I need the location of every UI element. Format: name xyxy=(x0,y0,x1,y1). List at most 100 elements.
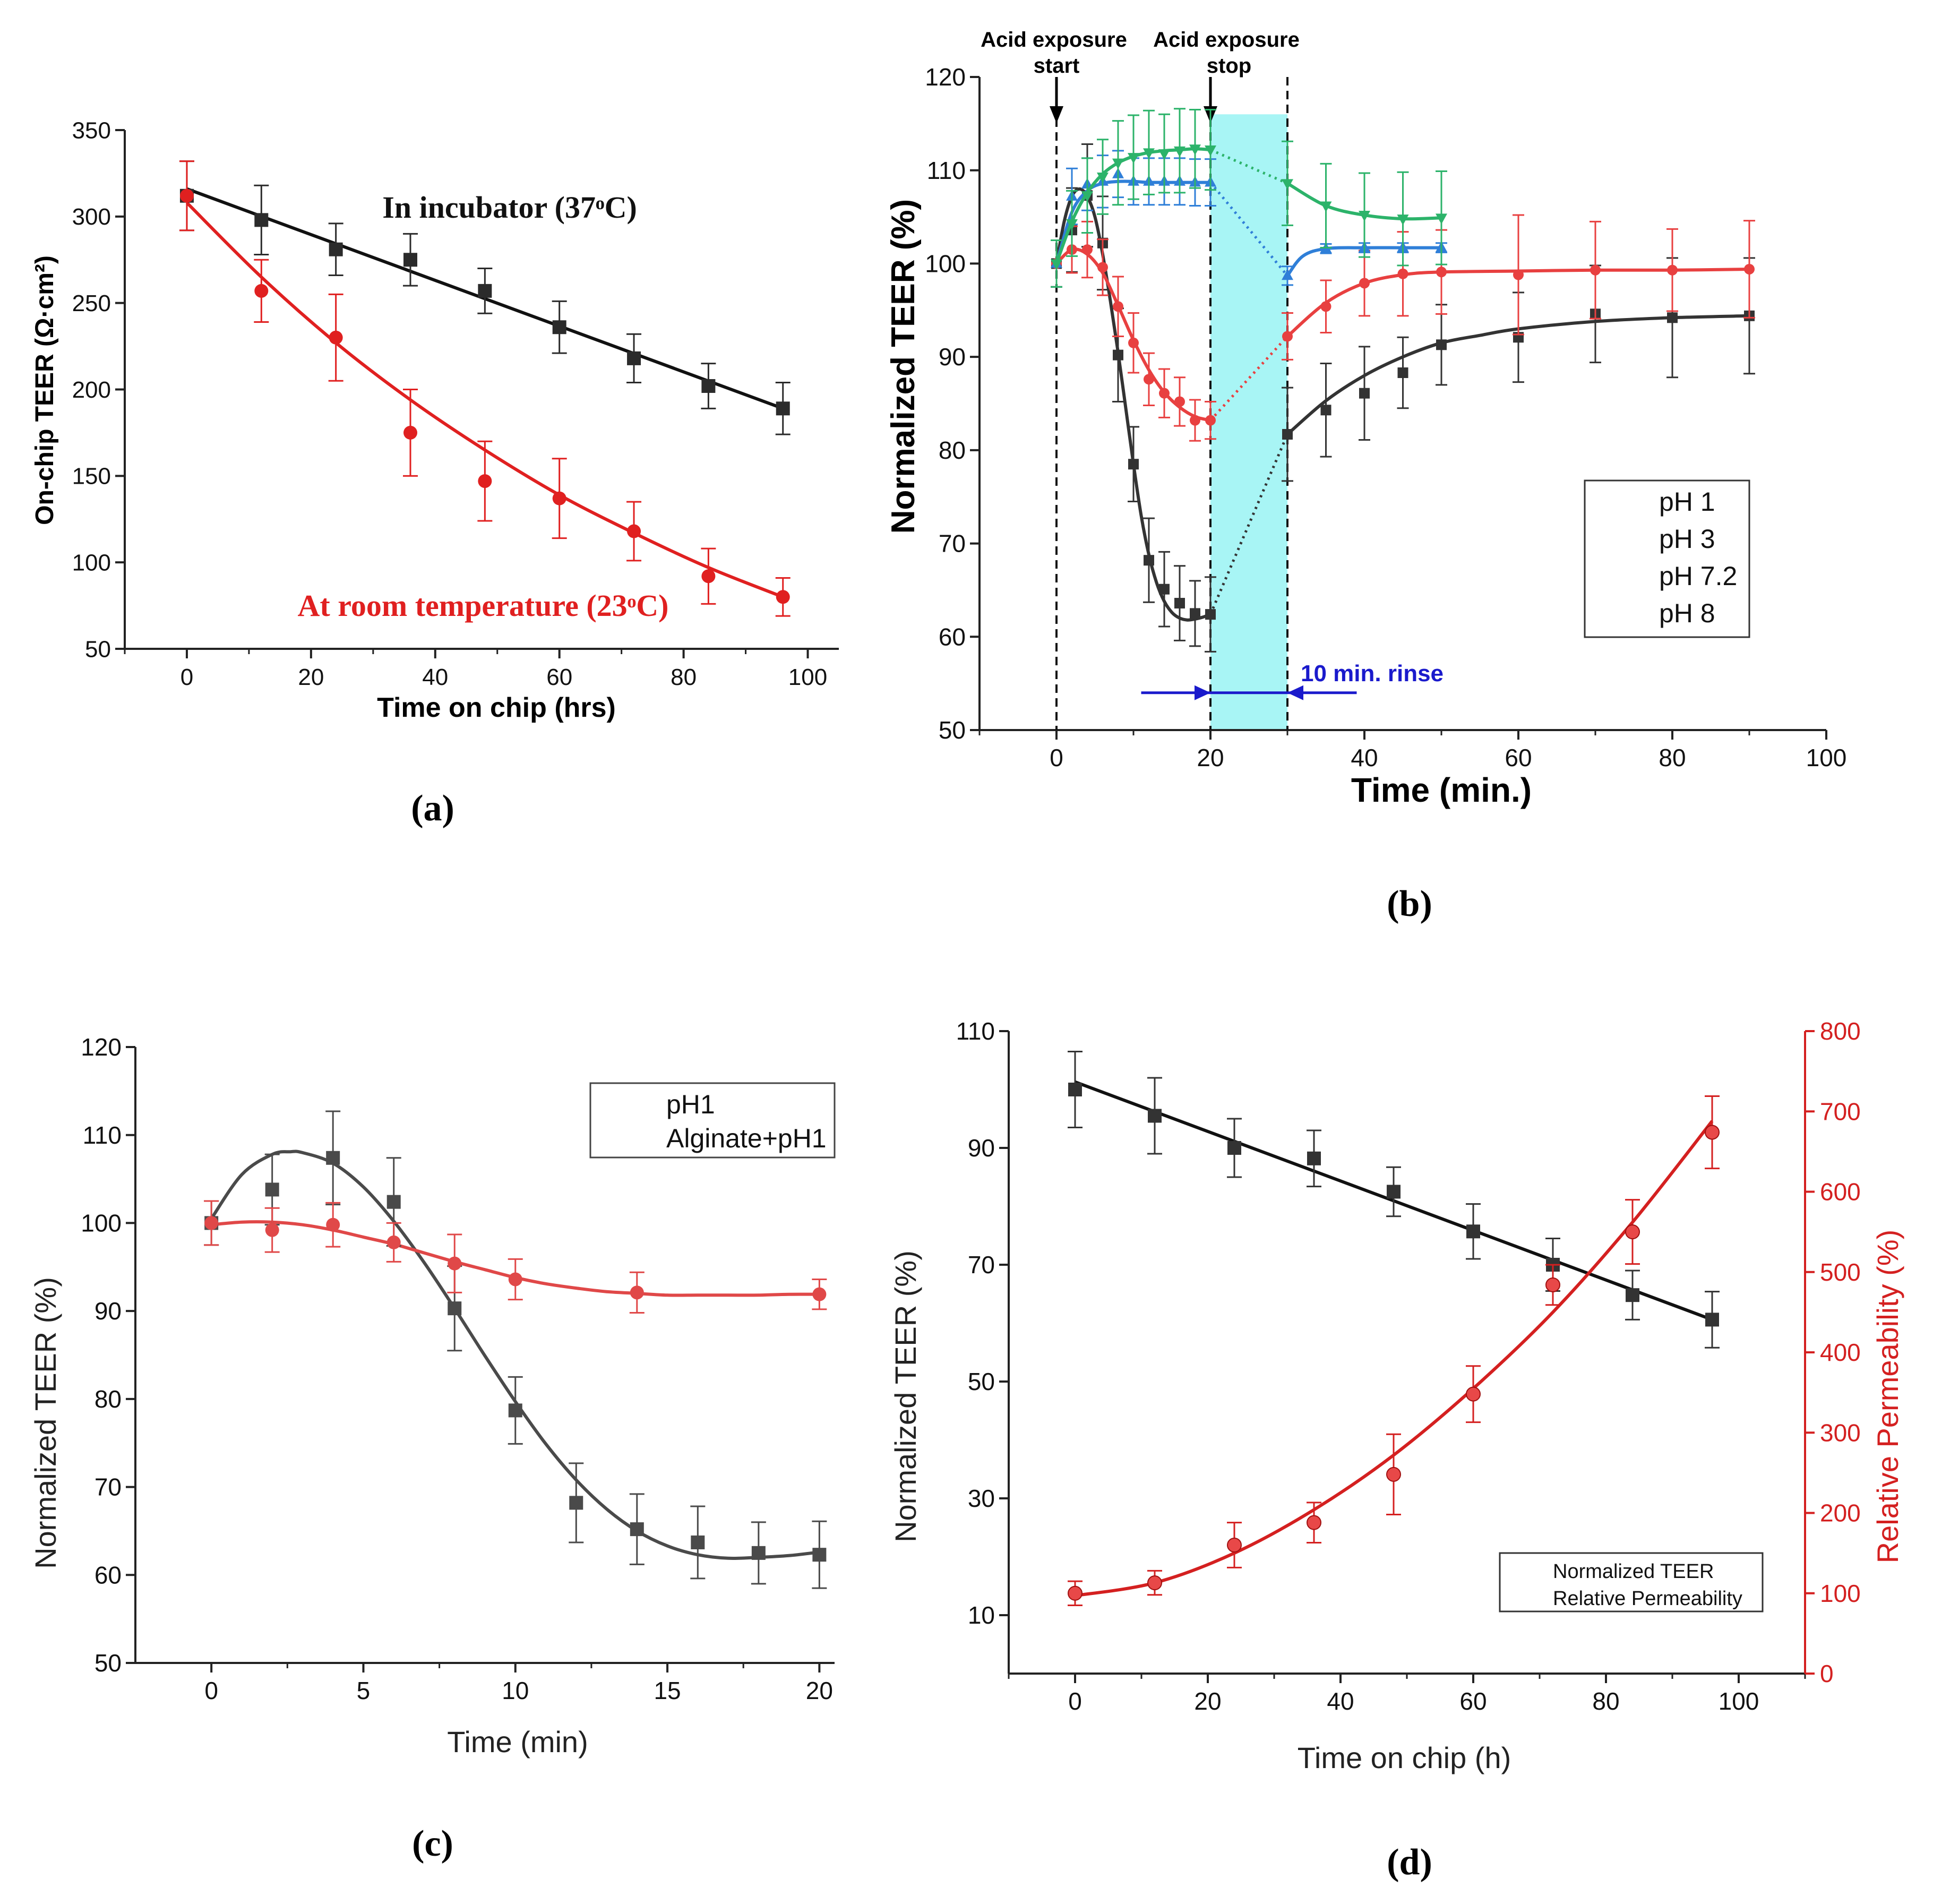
panel-a-x-tick-label: 100 xyxy=(788,664,827,690)
panel-d-point-teer-8 xyxy=(1705,1313,1719,1327)
panel-d-legend-label-permeability: Relative Permeability xyxy=(1553,1588,1742,1610)
panel-b-y-tick-label: 50 xyxy=(939,716,966,744)
panel-b-point-ph1-4 xyxy=(1113,349,1123,361)
panel-d-y-tick-label-right: 600 xyxy=(1820,1178,1861,1206)
panel-b-rinse-arrow-head-left xyxy=(1287,685,1303,700)
panel-b-y-axis-label: Normalized TEER (%) xyxy=(885,199,922,534)
panel-d-y-tick-label-left: 50 xyxy=(968,1368,995,1395)
panel-d-fit-curve-permeability xyxy=(1075,1120,1714,1598)
panel-a-point-room-temperature-4 xyxy=(478,474,492,488)
panel-b-point-ph8-0 xyxy=(1051,259,1062,270)
panel-d-x-tick-label: 20 xyxy=(1194,1687,1221,1715)
panel-c-y-tick-label: 100 xyxy=(81,1210,122,1237)
panel-b-point-ph3-16 xyxy=(1513,269,1524,280)
panel-a-point-incubator-2 xyxy=(329,242,343,256)
panel-a-point-room-temperature-5 xyxy=(552,491,566,505)
panel-b-point-ph8-14 xyxy=(1397,215,1409,226)
panel-d-point-teer-7 xyxy=(1626,1288,1639,1302)
panel-c-point-ph1-9 xyxy=(751,1546,766,1560)
panel-b-legend-label-ph3: pH 3 xyxy=(1659,524,1715,554)
panel-b-legend-label-ph1: pH 1 xyxy=(1659,487,1715,517)
panel-c-point-ph1-5 xyxy=(508,1403,522,1418)
panel-a-point-room-temperature-6 xyxy=(627,524,641,538)
panel-c-point-ph1-6 xyxy=(569,1496,583,1510)
panel-b-point-ph1-6 xyxy=(1144,555,1154,566)
panel-a-fit-curve-room-temperature xyxy=(185,201,784,599)
panel-d-x-tick-label: 0 xyxy=(1068,1687,1082,1715)
panel-a-x-tick-label: 40 xyxy=(422,664,448,690)
panel-a-annotation-incubator: In incubator (37ᵒC) xyxy=(382,190,637,225)
panel-c-y-tick-label: 60 xyxy=(94,1561,122,1589)
panel-c-y-axis-label: Normalized TEER (%) xyxy=(29,1277,62,1569)
panel-c-point-alginate-0 xyxy=(204,1216,219,1230)
panel-b-point-ph1-12 xyxy=(1320,405,1331,416)
panel-b-stop-label-line2: stop xyxy=(1207,54,1251,78)
panel-b-point-ph8-1 xyxy=(1066,219,1078,230)
panel-a-y-tick-label: 350 xyxy=(72,117,111,143)
panel-b-point-ph3-13 xyxy=(1359,278,1370,289)
panel-b-start-label-line1: Acid exposure xyxy=(981,28,1127,52)
panel-c-point-ph1-4 xyxy=(448,1301,462,1316)
panel-b-point-ph8-7 xyxy=(1158,149,1170,160)
panel-b-point-ph1-15 xyxy=(1436,339,1447,350)
panel-b-point-ph1-18 xyxy=(1667,312,1678,323)
panel-d-y-tick-label-left: 70 xyxy=(968,1251,995,1279)
panel-b-point-ph8-4 xyxy=(1112,158,1124,169)
panel-d-point-permeability-8 xyxy=(1705,1125,1720,1140)
panel-b-point-ph8-9 xyxy=(1189,144,1201,156)
panel-b-x-tick-label: 20 xyxy=(1197,744,1224,771)
panel-b-point-ph3-19 xyxy=(1744,263,1755,275)
panel-a: 0 20 40 60 80 100 50 100 150 200 250 300 350 In incu… xyxy=(31,117,839,829)
panel-b-y-tick-label: 60 xyxy=(939,623,966,650)
panel-b-y-tick-label: 110 xyxy=(927,157,966,184)
panel-b-y-tick-label: 90 xyxy=(939,343,966,371)
panel-d-legend-label-teer: Normalized TEER xyxy=(1553,1560,1714,1583)
panel-d-y-tick-label-left: 90 xyxy=(968,1134,995,1162)
panel-d-x-tick-label: 100 xyxy=(1719,1687,1759,1715)
panel-c-x-tick-label: 10 xyxy=(502,1677,529,1704)
panel-d-point-permeability-0 xyxy=(1068,1585,1083,1601)
panel-a-y-tick-label: 200 xyxy=(72,377,111,403)
panel-a-point-incubator-8 xyxy=(776,401,790,416)
panel-b-point-ph3-18 xyxy=(1667,264,1678,276)
panel-c-point-alginate-7 xyxy=(812,1287,827,1301)
panel-d-point-permeability-1 xyxy=(1147,1575,1162,1591)
panel-c-point-alginate-4 xyxy=(448,1256,462,1271)
panel-c-legend-box xyxy=(589,1082,836,1159)
panel-a-point-room-temperature-7 xyxy=(701,569,716,584)
panel-d-plot-area: 0 20 40 60 80 100 10 30 50 70 90 110 0 100 200 300 400 50… xyxy=(956,1017,1861,1715)
panel-b-arrow-start-head xyxy=(1050,106,1063,123)
panel-b-recovery-fit-ph7-2 xyxy=(1286,246,1441,277)
panel-c-point-alginate-1 xyxy=(265,1223,279,1237)
panel-c-x-tick-label: 20 xyxy=(806,1677,833,1704)
panel-b-point-ph8-5 xyxy=(1128,153,1139,164)
panel-b-point-ph3-10 xyxy=(1205,415,1216,426)
panel-a-point-incubator-7 xyxy=(701,379,716,393)
panel-d-x-tick-label: 60 xyxy=(1459,1687,1487,1715)
panel-a-x-axis-label: Time on chip (hrs) xyxy=(377,692,616,723)
panel-d-point-permeability-7 xyxy=(1625,1224,1640,1240)
panel-a-point-room-temperature-8 xyxy=(776,590,790,604)
panel-c-y-tick-label: 80 xyxy=(94,1385,122,1413)
panel-d-x-tick-label: 80 xyxy=(1592,1687,1619,1715)
panel-b-point-ph3-17 xyxy=(1590,264,1601,276)
panel-d-y-tick-label-right: 500 xyxy=(1820,1258,1861,1286)
panel-b-rinse-arrow-head-right xyxy=(1195,685,1210,700)
panel-b-point-ph3-12 xyxy=(1320,301,1331,312)
panel-a-plot-area: 0 20 40 60 80 100 50 100 150 200 250 300 350 xyxy=(72,117,839,690)
panel-c-point-ph1-10 xyxy=(812,1548,827,1562)
panel-c-legend-label-alginate: Alginate+pH1 xyxy=(666,1123,827,1153)
panel-b-x-tick-label: 80 xyxy=(1659,744,1686,771)
panel-d-y-tick-label-right: 700 xyxy=(1820,1097,1861,1125)
panel-b-point-ph1-8 xyxy=(1174,598,1185,609)
panel-b: 0 20 40 60 80 100 50 60 70 80 90 100 110 120 Acid exp… xyxy=(885,28,1846,924)
panel-d-y-axis-label-right: Relative Permeability (%) xyxy=(1871,1230,1904,1564)
panel-d-point-permeability-5 xyxy=(1466,1386,1481,1402)
panel-b-stop-label-line1: Acid exposure xyxy=(1153,28,1300,52)
panel-b-x-tick-label: 100 xyxy=(1806,744,1847,771)
panel-d-y-tick-label-left: 110 xyxy=(956,1017,995,1045)
panel-d-point-teer-2 xyxy=(1227,1141,1241,1155)
panel-c-point-alginate-2 xyxy=(326,1217,340,1232)
panel-b-point-ph3-5 xyxy=(1128,337,1139,348)
